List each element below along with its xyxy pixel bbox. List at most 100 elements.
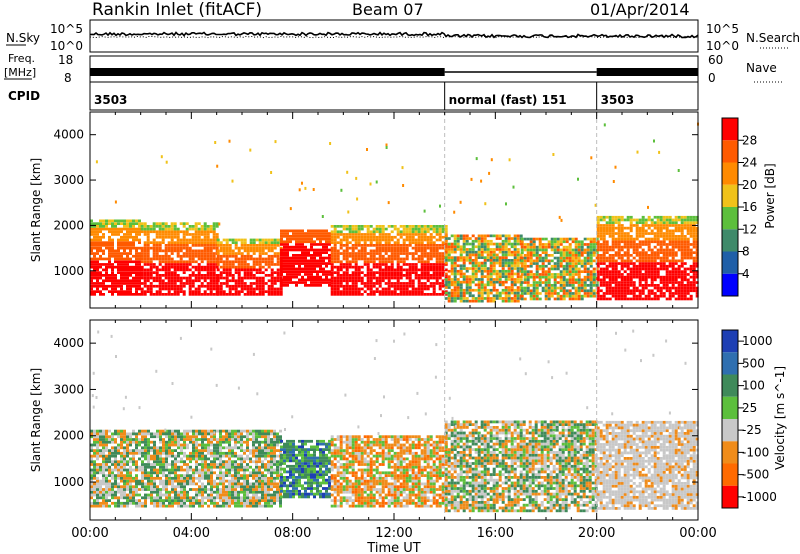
heatmap-cell xyxy=(611,256,615,260)
heatmap-cell xyxy=(215,265,219,269)
heatmap-cell xyxy=(111,474,114,477)
heatmap-cell xyxy=(209,279,213,283)
heatmap-cell xyxy=(378,279,382,283)
heatmap-cell xyxy=(152,244,156,247)
heatmap-cell xyxy=(426,235,430,239)
heatmap-cell xyxy=(420,238,424,242)
heatmap-cell xyxy=(150,463,153,466)
heatmap-cell xyxy=(90,474,93,477)
heatmap-cell xyxy=(477,294,481,298)
heatmap-cell xyxy=(363,246,367,250)
heatmap-cell xyxy=(135,246,138,250)
heatmap-cell xyxy=(351,246,355,250)
heatmap-cell xyxy=(167,274,171,277)
heatmap-cell xyxy=(677,248,681,252)
heatmap-cell xyxy=(170,252,174,255)
heatmap-cell xyxy=(544,284,548,287)
heatmap-cell xyxy=(141,488,144,491)
heatmap-cell xyxy=(405,268,409,272)
heatmap-cell xyxy=(620,254,624,257)
heatmap-cell xyxy=(399,293,403,296)
heatmap-cell xyxy=(586,248,590,252)
heatmap-cell xyxy=(264,282,268,285)
heatmap-cell xyxy=(355,176,358,180)
heatmap-cell xyxy=(568,245,572,249)
heatmap-cell xyxy=(632,292,636,295)
heatmap-cell xyxy=(605,226,609,230)
heatmap-cell xyxy=(155,246,159,250)
heatmap-cell xyxy=(547,278,551,282)
heatmap-cell xyxy=(336,241,340,244)
heatmap-cell xyxy=(114,274,117,277)
heatmap-cell xyxy=(321,215,324,218)
heatmap-cell xyxy=(126,482,129,486)
heatmap-cell xyxy=(529,264,533,268)
heatmap-cell xyxy=(129,230,132,234)
heatmap-cell xyxy=(206,246,210,250)
heatmap-cell xyxy=(614,245,618,249)
heatmap-cell xyxy=(117,293,120,296)
heatmap-cell xyxy=(498,237,502,240)
heatmap-cell xyxy=(339,276,343,280)
heatmap-cell xyxy=(108,241,111,244)
heatmap-cell xyxy=(480,278,484,281)
heatmap-cell xyxy=(105,482,108,486)
heatmap-cell xyxy=(99,485,102,489)
heatmap-cell xyxy=(339,241,343,244)
heatmap-cell xyxy=(402,233,406,236)
heatmap-cell xyxy=(351,260,355,264)
heatmap-cell xyxy=(351,235,355,239)
heatmap-cell xyxy=(170,276,174,280)
heatmap-cell xyxy=(611,259,615,263)
heatmap-cell xyxy=(456,272,460,276)
heatmap-cell xyxy=(468,261,472,265)
heatmap-cell xyxy=(167,257,171,261)
heatmap-cell xyxy=(375,279,379,283)
heatmap-cell xyxy=(191,279,195,283)
heatmap-cell xyxy=(188,238,192,242)
heatmap-cell xyxy=(108,488,111,491)
heatmap-cell xyxy=(216,244,220,247)
heatmap-cell xyxy=(339,274,343,277)
heatmap-cell xyxy=(423,209,426,213)
heatmap-cell xyxy=(120,254,123,258)
heatmap-cell xyxy=(526,251,530,254)
heatmap-cell xyxy=(641,240,645,244)
heatmap-cell xyxy=(484,202,487,206)
heatmap-cell xyxy=(270,290,274,293)
heatmap-cell xyxy=(96,493,99,497)
heatmap-cell xyxy=(381,271,385,274)
heatmap-cell xyxy=(261,265,265,269)
heatmap-cell xyxy=(140,252,144,255)
heatmap-cell xyxy=(683,245,687,249)
heatmap-cell xyxy=(683,292,687,295)
heatmap-cell xyxy=(372,233,376,236)
heatmap-cell xyxy=(273,263,277,266)
heatmap-cell xyxy=(689,248,693,252)
heatmap-cell xyxy=(620,226,624,230)
heatmap-cell xyxy=(636,150,639,154)
heatmap-cell xyxy=(638,273,642,276)
heatmap-cell xyxy=(477,269,481,273)
heatmap-cell xyxy=(510,275,514,278)
heatmap-cell xyxy=(120,276,123,280)
heatmap-cell xyxy=(90,488,93,491)
heatmap-cell xyxy=(146,268,150,272)
heatmap-cell xyxy=(644,284,648,287)
heatmap-cell xyxy=(501,272,505,276)
heatmap-cell xyxy=(547,270,551,273)
heatmap-cell xyxy=(550,275,554,279)
heatmap-cell xyxy=(179,246,183,250)
heatmap-cell xyxy=(114,227,117,231)
heatmap-cell xyxy=(194,241,198,244)
heatmap-cell xyxy=(194,265,198,269)
heatmap-cell xyxy=(111,287,114,291)
heatmap-cell xyxy=(692,286,696,290)
heatmap-cell xyxy=(252,293,256,296)
heatmap-cell xyxy=(408,230,412,234)
heatmap-cell xyxy=(538,264,542,268)
heatmap-cell xyxy=(140,287,144,291)
heatmap-cell xyxy=(164,276,168,280)
heatmap-cell xyxy=(417,284,421,288)
heatmap-cell xyxy=(279,246,283,250)
